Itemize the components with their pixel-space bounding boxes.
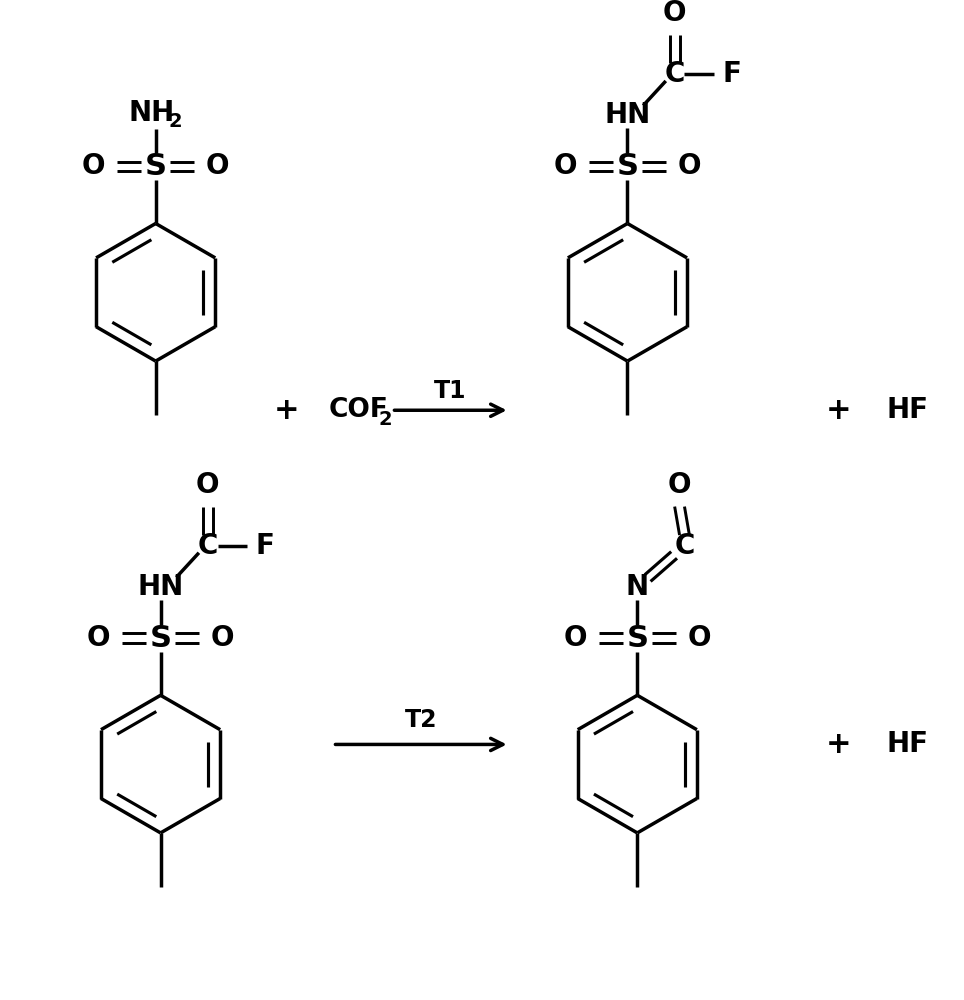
- Text: F: F: [255, 532, 274, 560]
- Text: T1: T1: [435, 379, 467, 403]
- Text: O: O: [87, 624, 111, 652]
- Text: O: O: [663, 0, 686, 27]
- Text: +: +: [274, 396, 299, 425]
- Text: C: C: [198, 532, 218, 560]
- Text: O: O: [82, 152, 105, 180]
- Text: HF: HF: [887, 730, 928, 758]
- Text: HN: HN: [604, 101, 651, 129]
- Text: HF: HF: [887, 396, 928, 424]
- Text: HN: HN: [138, 573, 184, 601]
- Text: 2: 2: [379, 410, 392, 429]
- Text: O: O: [196, 471, 220, 499]
- Text: +: +: [826, 396, 851, 425]
- Text: 2: 2: [169, 112, 182, 131]
- Text: O: O: [687, 624, 711, 652]
- Text: N: N: [626, 573, 649, 601]
- Text: O: O: [206, 152, 229, 180]
- Text: O: O: [564, 624, 587, 652]
- Text: C: C: [664, 60, 684, 88]
- Text: F: F: [722, 60, 741, 88]
- Text: S: S: [616, 152, 638, 181]
- Text: C: C: [674, 532, 695, 560]
- Text: S: S: [149, 624, 172, 653]
- Text: T2: T2: [405, 708, 438, 732]
- Text: S: S: [627, 624, 649, 653]
- Text: O: O: [211, 624, 234, 652]
- Text: O: O: [668, 471, 691, 499]
- Text: O: O: [553, 152, 577, 180]
- Text: O: O: [678, 152, 701, 180]
- Text: +: +: [826, 730, 851, 759]
- Text: S: S: [145, 152, 167, 181]
- Text: COF: COF: [328, 397, 388, 423]
- Text: NH: NH: [128, 99, 174, 127]
